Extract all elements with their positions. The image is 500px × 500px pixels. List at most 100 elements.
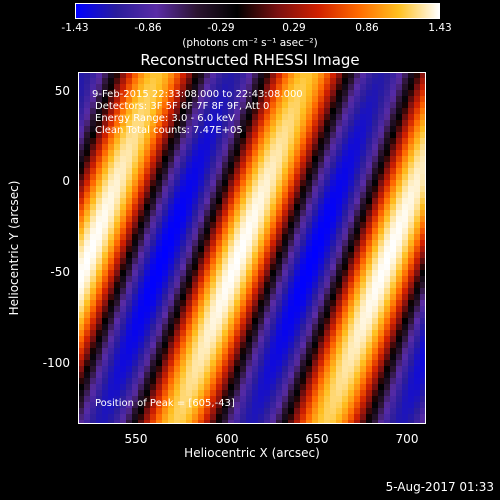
heatmap-cell — [114, 252, 120, 258]
heatmap-cell — [360, 216, 366, 222]
heatmap-cell — [192, 396, 198, 402]
heatmap-cell — [348, 396, 354, 402]
heatmap-cell — [120, 126, 126, 132]
heatmap-cell — [372, 72, 378, 78]
heatmap-cell — [252, 240, 258, 246]
heatmap-cell — [150, 306, 156, 312]
heatmap-cell — [150, 150, 156, 156]
heatmap-cell — [420, 204, 426, 210]
heatmap-cell — [240, 234, 246, 240]
heatmap-cell — [300, 414, 306, 420]
heatmap-cell — [120, 294, 126, 300]
heatmap-cell — [108, 336, 114, 342]
heatmap-cell — [402, 396, 408, 402]
heatmap-cell — [420, 354, 426, 360]
heatmap-cell — [420, 414, 426, 420]
heatmap-cell — [300, 330, 306, 336]
heatmap-cell — [234, 246, 240, 252]
heatmap-cell — [90, 180, 96, 186]
heatmap-cell — [348, 78, 354, 84]
heatmap-cell — [420, 210, 426, 216]
heatmap-cell — [150, 138, 156, 144]
heatmap-cell — [252, 372, 258, 378]
heatmap-cell — [294, 396, 300, 402]
heatmap-cell — [234, 360, 240, 366]
heatmap-cell — [366, 240, 372, 246]
heatmap-cell — [114, 330, 120, 336]
heatmap-cell — [294, 132, 300, 138]
heatmap-cell — [150, 210, 156, 216]
heatmap-cell — [324, 264, 330, 270]
heatmap-cell — [216, 258, 222, 264]
heatmap-cell — [258, 264, 264, 270]
heatmap-cell — [114, 180, 120, 186]
heatmap-cell — [216, 222, 222, 228]
heatmap-cell — [258, 294, 264, 300]
heatmap-cell — [210, 288, 216, 294]
heatmap-cell — [234, 348, 240, 354]
heatmap-cell — [168, 150, 174, 156]
heatmap-cell — [84, 114, 90, 120]
heatmap-cell — [174, 348, 180, 354]
heatmap-cell — [414, 282, 420, 288]
heatmap-cell — [246, 384, 252, 390]
heatmap-cell — [126, 324, 132, 330]
heatmap-cell — [348, 216, 354, 222]
heatmap-cell — [324, 120, 330, 126]
heatmap-cell — [108, 396, 114, 402]
heatmap-cell — [204, 78, 210, 84]
heatmap-cell — [252, 294, 258, 300]
heatmap-cell — [132, 300, 138, 306]
heatmap-cell — [84, 132, 90, 138]
heatmap-cell — [378, 330, 384, 336]
heatmap-cell — [102, 180, 108, 186]
heatmap-cell — [126, 234, 132, 240]
heatmap-cell — [186, 258, 192, 264]
heatmap-cell — [78, 72, 84, 78]
heatmap-cell — [342, 276, 348, 282]
heatmap-cell — [174, 312, 180, 318]
heatmap-cell — [192, 288, 198, 294]
heatmap-cell — [396, 252, 402, 258]
heatmap-cell — [126, 192, 132, 198]
heatmap-cell — [420, 318, 426, 324]
heatmap-cell — [222, 222, 228, 228]
heatmap-cell — [114, 360, 120, 366]
heatmap-cell — [168, 264, 174, 270]
heatmap-cell — [90, 144, 96, 150]
heatmap-cell — [234, 372, 240, 378]
heatmap-cell — [336, 252, 342, 258]
heatmap-cell — [378, 246, 384, 252]
heatmap-cell — [348, 270, 354, 276]
heatmap-cell — [408, 408, 414, 414]
heatmap-cell — [108, 408, 114, 414]
heatmap-cell — [84, 180, 90, 186]
heatmap-cell — [132, 192, 138, 198]
heatmap-cell — [276, 228, 282, 234]
heatmap-cell — [150, 144, 156, 150]
heatmap-cell — [144, 360, 150, 366]
heatmap-cell — [366, 174, 372, 180]
heatmap-cell — [240, 144, 246, 150]
heatmap-cell — [144, 120, 150, 126]
heatmap-cell — [132, 174, 138, 180]
heatmap-cell — [162, 168, 168, 174]
heatmap-cell — [324, 378, 330, 384]
heatmap-cell — [246, 132, 252, 138]
heatmap-cell — [414, 264, 420, 270]
heatmap-cell — [240, 132, 246, 138]
heatmap-cell — [132, 108, 138, 114]
heatmap-cell — [186, 156, 192, 162]
heatmap-cell — [156, 132, 162, 138]
heatmap-cell — [282, 408, 288, 414]
heatmap-cell — [192, 198, 198, 204]
heatmap-cell — [120, 120, 126, 126]
heatmap-cell — [120, 390, 126, 396]
heatmap-cell — [342, 228, 348, 234]
heatmap-cell — [258, 360, 264, 366]
heatmap-cell — [234, 366, 240, 372]
heatmap-cell — [240, 396, 246, 402]
heatmap-cell — [126, 420, 132, 424]
heatmap-cell — [294, 312, 300, 318]
heatmap-cell — [90, 342, 96, 348]
